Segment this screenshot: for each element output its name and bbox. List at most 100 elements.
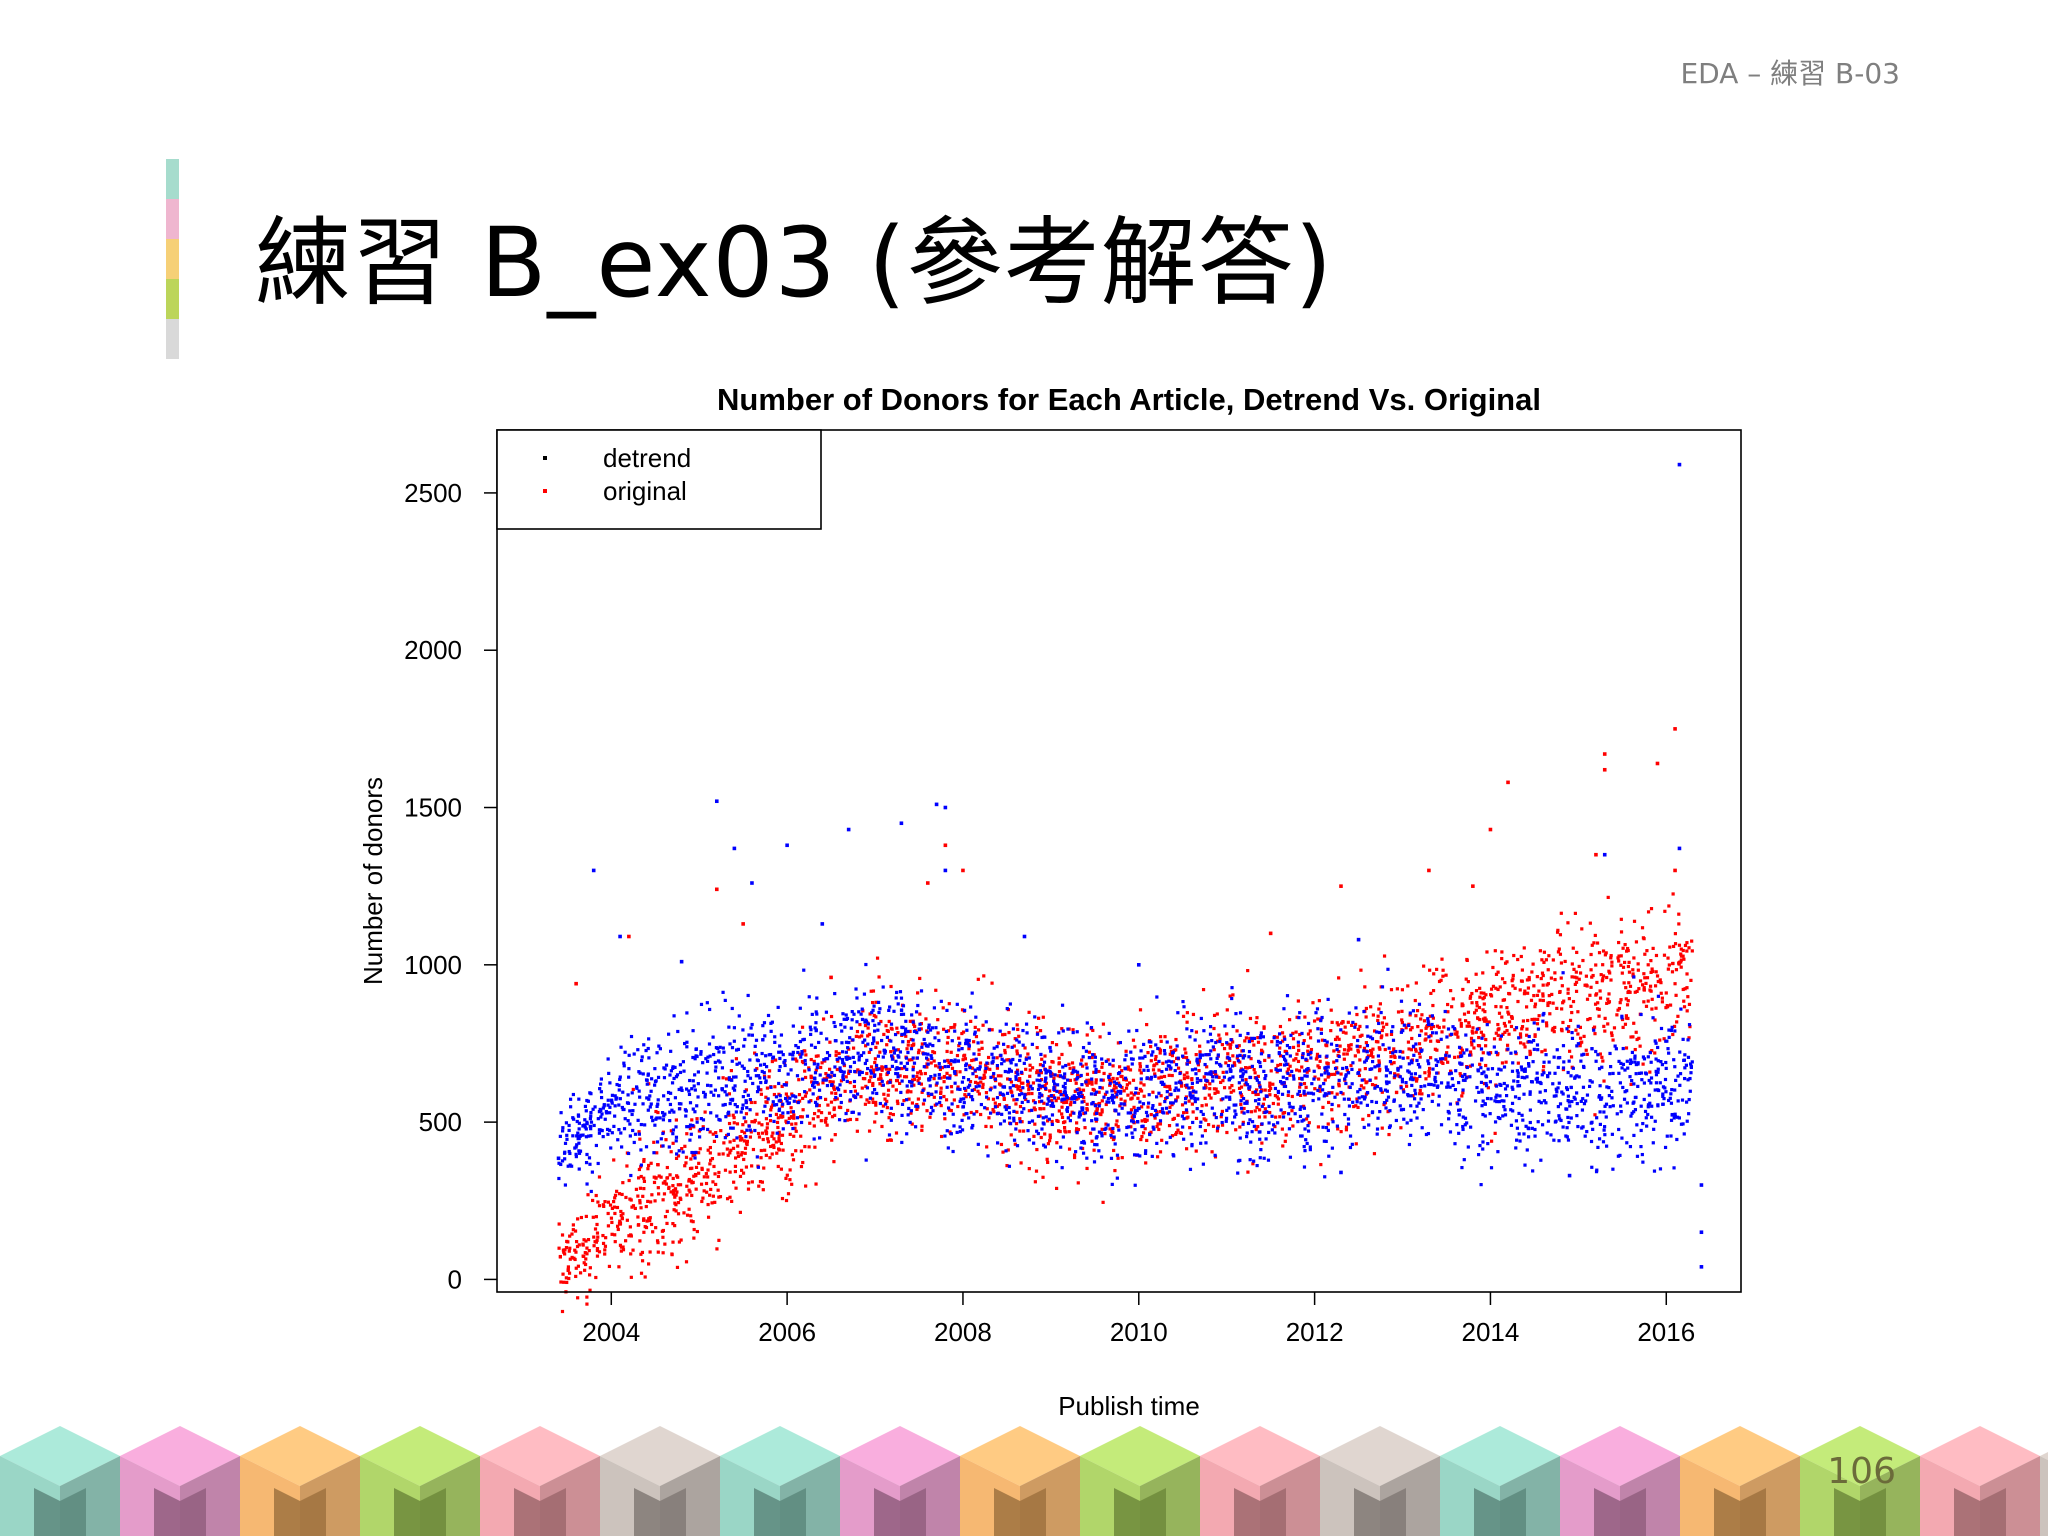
data-point bbox=[1216, 1126, 1220, 1130]
data-point bbox=[1617, 1127, 1621, 1132]
data-point bbox=[984, 1091, 989, 1095]
data-point bbox=[1138, 1100, 1142, 1104]
data-point bbox=[1044, 1081, 1049, 1085]
data-point bbox=[1174, 1099, 1178, 1103]
data-point bbox=[1204, 1053, 1208, 1057]
data-point bbox=[1589, 968, 1593, 972]
data-point bbox=[1382, 1101, 1387, 1105]
data-point bbox=[1458, 1018, 1462, 1022]
data-point bbox=[646, 1167, 650, 1171]
data-point bbox=[1541, 1019, 1545, 1023]
data-point bbox=[713, 1200, 717, 1204]
data-point bbox=[999, 1142, 1004, 1147]
data-point bbox=[1329, 1042, 1334, 1046]
data-point bbox=[1475, 1027, 1479, 1031]
data-point bbox=[732, 1039, 736, 1043]
data-point bbox=[1234, 1112, 1238, 1116]
data-point bbox=[681, 1060, 686, 1064]
data-point bbox=[1172, 1060, 1176, 1064]
data-point bbox=[993, 1101, 997, 1105]
data-point bbox=[759, 1080, 763, 1085]
data-point bbox=[841, 1077, 846, 1082]
data-point bbox=[560, 1159, 565, 1163]
data-point bbox=[1429, 1056, 1433, 1060]
data-point bbox=[714, 887, 719, 892]
data-point bbox=[1195, 1077, 1199, 1081]
data-point bbox=[1152, 1114, 1157, 1118]
data-point bbox=[1053, 1096, 1057, 1100]
data-point bbox=[560, 1233, 565, 1237]
data-point bbox=[1351, 1100, 1355, 1104]
data-point bbox=[916, 1003, 920, 1008]
data-point bbox=[1066, 1078, 1070, 1082]
data-point bbox=[1431, 1024, 1436, 1029]
data-point bbox=[1489, 1097, 1493, 1101]
data-point bbox=[723, 1102, 727, 1107]
data-point bbox=[695, 1104, 699, 1108]
data-point bbox=[1514, 1026, 1519, 1030]
data-point bbox=[742, 1157, 746, 1162]
data-point bbox=[1341, 1030, 1345, 1034]
data-point bbox=[1585, 1129, 1589, 1134]
data-point bbox=[567, 1123, 571, 1128]
data-point bbox=[934, 1090, 938, 1094]
data-point bbox=[561, 1248, 565, 1252]
data-point bbox=[915, 1056, 919, 1060]
data-point bbox=[817, 1040, 821, 1045]
data-point bbox=[1547, 1001, 1552, 1005]
data-point bbox=[1614, 1047, 1618, 1051]
data-point bbox=[880, 1079, 884, 1083]
data-point bbox=[1073, 1089, 1077, 1093]
data-point bbox=[741, 1095, 745, 1099]
data-point bbox=[677, 1087, 681, 1092]
data-point bbox=[1243, 1101, 1247, 1105]
data-point bbox=[773, 1085, 777, 1089]
data-point bbox=[1682, 1058, 1687, 1062]
data-point bbox=[1630, 1050, 1634, 1055]
data-point bbox=[577, 1136, 581, 1141]
data-point bbox=[629, 1034, 634, 1039]
data-point bbox=[639, 1174, 643, 1179]
data-point bbox=[816, 1115, 820, 1119]
data-point bbox=[1633, 1060, 1637, 1064]
data-point bbox=[678, 1196, 682, 1200]
data-point bbox=[1204, 1118, 1208, 1122]
data-point bbox=[1491, 965, 1495, 970]
data-point bbox=[1199, 1016, 1203, 1021]
data-point bbox=[1602, 767, 1607, 772]
data-point bbox=[1197, 1059, 1201, 1063]
data-point bbox=[1669, 1134, 1673, 1138]
data-point bbox=[970, 1095, 974, 1099]
data-point bbox=[1057, 1062, 1061, 1066]
data-point bbox=[1356, 1048, 1360, 1052]
data-point bbox=[1036, 1114, 1041, 1118]
data-point bbox=[1112, 1148, 1116, 1153]
data-point bbox=[715, 1247, 719, 1251]
data-point bbox=[1609, 954, 1613, 958]
data-point bbox=[1100, 1099, 1104, 1103]
data-point bbox=[1444, 1053, 1448, 1057]
data-point bbox=[1114, 1109, 1118, 1113]
data-point bbox=[979, 1080, 983, 1084]
data-point bbox=[1680, 1098, 1685, 1102]
x-tick-label: 2010 bbox=[1110, 1317, 1168, 1347]
data-point bbox=[1265, 1110, 1269, 1114]
data-point bbox=[1301, 1052, 1305, 1056]
data-point bbox=[896, 1075, 900, 1079]
data-point bbox=[615, 1189, 619, 1193]
data-point bbox=[643, 1123, 647, 1127]
data-point bbox=[1380, 1034, 1384, 1038]
data-point bbox=[586, 1237, 591, 1242]
data-point bbox=[1527, 1040, 1531, 1044]
data-point bbox=[1575, 1074, 1579, 1078]
data-point bbox=[825, 1037, 829, 1041]
data-point bbox=[971, 1072, 975, 1076]
data-point bbox=[1270, 1114, 1274, 1118]
data-point bbox=[895, 1099, 900, 1103]
data-point bbox=[1580, 1040, 1584, 1044]
data-point bbox=[1221, 1079, 1225, 1083]
series-detrend bbox=[556, 462, 1704, 1269]
data-point bbox=[1644, 1004, 1649, 1008]
data-point bbox=[1300, 1055, 1305, 1060]
data-point bbox=[1569, 1116, 1573, 1120]
